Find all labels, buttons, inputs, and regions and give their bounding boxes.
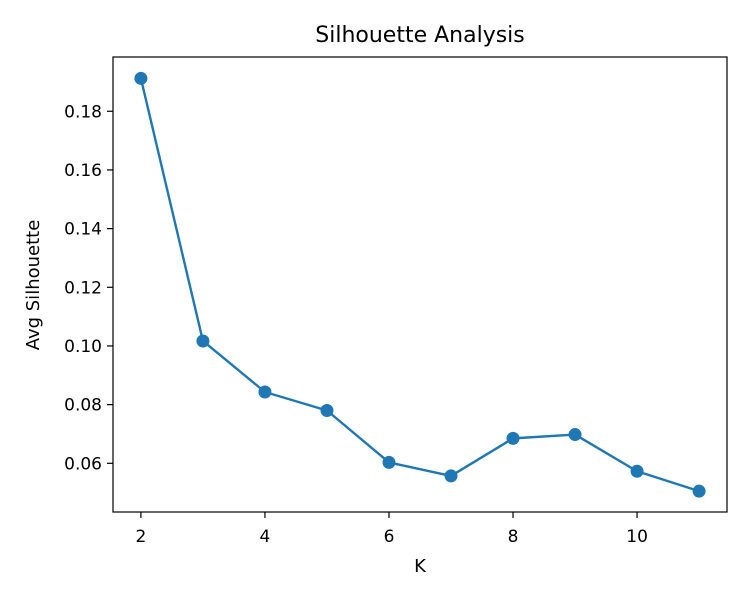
data-point xyxy=(692,484,706,498)
data-point xyxy=(630,464,644,478)
x-tick-label: 10 xyxy=(626,527,648,547)
data-point xyxy=(196,334,210,348)
x-axis-label: K xyxy=(414,556,427,577)
data-point xyxy=(382,455,396,469)
data-point xyxy=(568,428,582,442)
y-tick-label: 0.14 xyxy=(64,220,102,240)
y-tick-label: 0.08 xyxy=(64,396,102,416)
y-axis-label: Avg Silhouette xyxy=(23,220,44,351)
data-point xyxy=(320,403,334,417)
y-tick-label: 0.06 xyxy=(64,454,102,474)
y-tick-label: 0.10 xyxy=(64,337,102,357)
data-point xyxy=(258,385,272,399)
x-tick-label: 6 xyxy=(384,527,395,547)
x-tick-label: 4 xyxy=(260,527,271,547)
y-tick-label: 0.16 xyxy=(64,161,102,181)
y-tick-label: 0.12 xyxy=(64,278,102,298)
x-tick-label: 8 xyxy=(508,527,519,547)
data-point xyxy=(134,71,148,85)
series-line xyxy=(139,78,700,493)
plot-area: 2 4 6 8 10 0.06 0.08 0.10 0.12 0.14 0.16 0.18 xyxy=(64,56,728,547)
data-point xyxy=(444,469,458,483)
data-point xyxy=(506,431,520,445)
x-tick-label: 2 xyxy=(135,527,146,547)
axes-frame xyxy=(112,56,728,513)
y-tick-label: 0.18 xyxy=(64,102,102,122)
chart-title: Silhouette Analysis xyxy=(315,23,525,48)
